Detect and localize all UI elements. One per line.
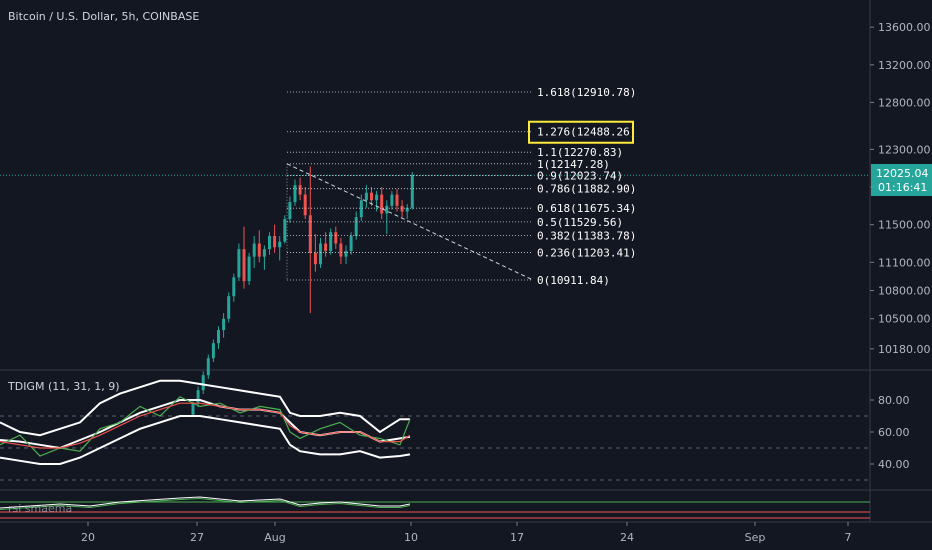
candle-body	[308, 215, 312, 253]
fib-extension-layer: 1.618(12910.78) 1.276(12488.26) 1.1(12270.…	[286, 86, 636, 287]
last-price-tag: 12025.04 01:16:41	[871, 164, 932, 196]
candle-body	[242, 249, 246, 282]
time-tick-label: Aug	[264, 531, 285, 544]
fib-level-label: 0.786(11882.90)	[537, 183, 636, 196]
candle-body	[206, 358, 210, 376]
candle-body	[405, 207, 409, 212]
countdown-text: 01:16:41	[878, 181, 927, 194]
fib-highlight-box	[528, 120, 634, 144]
candle-body	[211, 343, 215, 359]
candle-body	[375, 194, 379, 201]
fib-level-label: 0.9(12023.74)	[537, 169, 623, 182]
price-tick-label: 10180.00	[878, 343, 931, 356]
candle-body	[247, 256, 251, 282]
candle-body	[298, 185, 302, 195]
symbol-title[interactable]: Bitcoin / U.S. Dollar, 5h, COINBASE	[8, 10, 199, 23]
time-tick-label: 20	[81, 531, 95, 544]
candle-body	[303, 194, 307, 216]
rsi-signal-line	[0, 497, 411, 510]
tdigm-pane: 80.00 60.00 40.00	[0, 379, 910, 481]
time-tick-label: 7	[845, 531, 852, 544]
tdigm-slow-line	[0, 402, 411, 449]
candle-body	[257, 243, 261, 257]
candle-body	[196, 390, 200, 404]
tdigm-tick-label: 40.00	[878, 458, 910, 471]
candle-body	[232, 277, 236, 297]
time-tick-label: Sep	[745, 531, 766, 544]
candle-body	[313, 252, 317, 265]
last-price-text: 12025.04	[876, 167, 929, 180]
price-tick-label: 13600.00	[878, 21, 931, 34]
candle-body	[293, 185, 297, 203]
rsi-pane	[0, 496, 870, 519]
candle-body	[288, 202, 292, 220]
candle-body	[344, 251, 348, 257]
candle-body	[334, 232, 338, 244]
fib-level-label: 0.5(11529.56)	[537, 216, 623, 229]
fib-level-label: 0(10911.84)	[537, 274, 610, 287]
candle-body	[252, 243, 256, 257]
tdigm-upper-band	[0, 379, 410, 437]
candle-body	[400, 205, 404, 212]
candle-body	[380, 194, 384, 214]
candle-body	[324, 243, 328, 252]
tdigm-title[interactable]: TDIGM (11, 31, 1, 9)	[7, 380, 120, 393]
candle-body	[273, 235, 277, 248]
time-tick-label: 17	[510, 531, 524, 544]
candle-body	[349, 235, 353, 252]
candle-body	[217, 330, 220, 344]
candle-body	[370, 192, 373, 201]
time-tick-label: 27	[190, 531, 204, 544]
tdigm-tick-label: 80.00	[878, 394, 910, 407]
candle-body	[364, 192, 368, 201]
fib-level-label: 1(12147.28)	[537, 158, 610, 171]
candle-body	[201, 375, 205, 391]
candle-body	[222, 318, 226, 331]
candle-body	[262, 249, 266, 257]
tdigm-fast-line	[0, 396, 411, 457]
fib-level-label: 0.236(11203.41)	[537, 247, 636, 260]
price-tick-label: 11500.00	[878, 219, 931, 232]
price-tick-label: 11100.00	[878, 256, 931, 269]
price-tick-label: 10800.00	[878, 285, 931, 298]
rsi-title[interactable]: rsi smaema	[8, 502, 72, 515]
fib-level-label: 1.1(12270.83)	[537, 146, 623, 159]
fib-level-label: 1.276(12488.26)	[537, 126, 636, 139]
candle-body	[354, 217, 358, 236]
price-tick-label: 12800.00	[878, 96, 931, 109]
price-tick-label: 10500.00	[878, 313, 931, 326]
candle-body	[191, 403, 195, 415]
time-tick-label: 24	[620, 531, 634, 544]
fib-level-label: 0.382(11383.78)	[537, 230, 636, 243]
candle-body	[283, 219, 287, 242]
price-tick-label: 13200.00	[878, 59, 931, 72]
tdigm-lower-band	[0, 415, 411, 465]
candle-body	[390, 194, 394, 206]
candle-body	[339, 243, 343, 257]
candle-body	[395, 194, 399, 206]
price-tick-label: 12300.00	[878, 143, 931, 156]
candle-body	[359, 200, 363, 218]
time-tick-label: 10	[404, 531, 418, 544]
candle-body	[329, 232, 333, 252]
candle-body	[319, 243, 322, 265]
tdigm-tick-label: 60.00	[878, 426, 910, 439]
candle-body	[227, 296, 231, 319]
candle-body	[385, 205, 389, 214]
candle-body	[278, 241, 282, 248]
rsi-line	[0, 496, 411, 509]
candle-body	[237, 249, 241, 278]
fib-level-label: 0.618(11675.34)	[537, 202, 636, 215]
candle-body	[410, 175, 414, 208]
candle-body	[268, 235, 271, 250]
fib-level-label: 1.618(12910.78)	[537, 86, 636, 99]
time-axis[interactable]: 20 27 Aug 10 17 24 Sep 7	[81, 522, 852, 544]
